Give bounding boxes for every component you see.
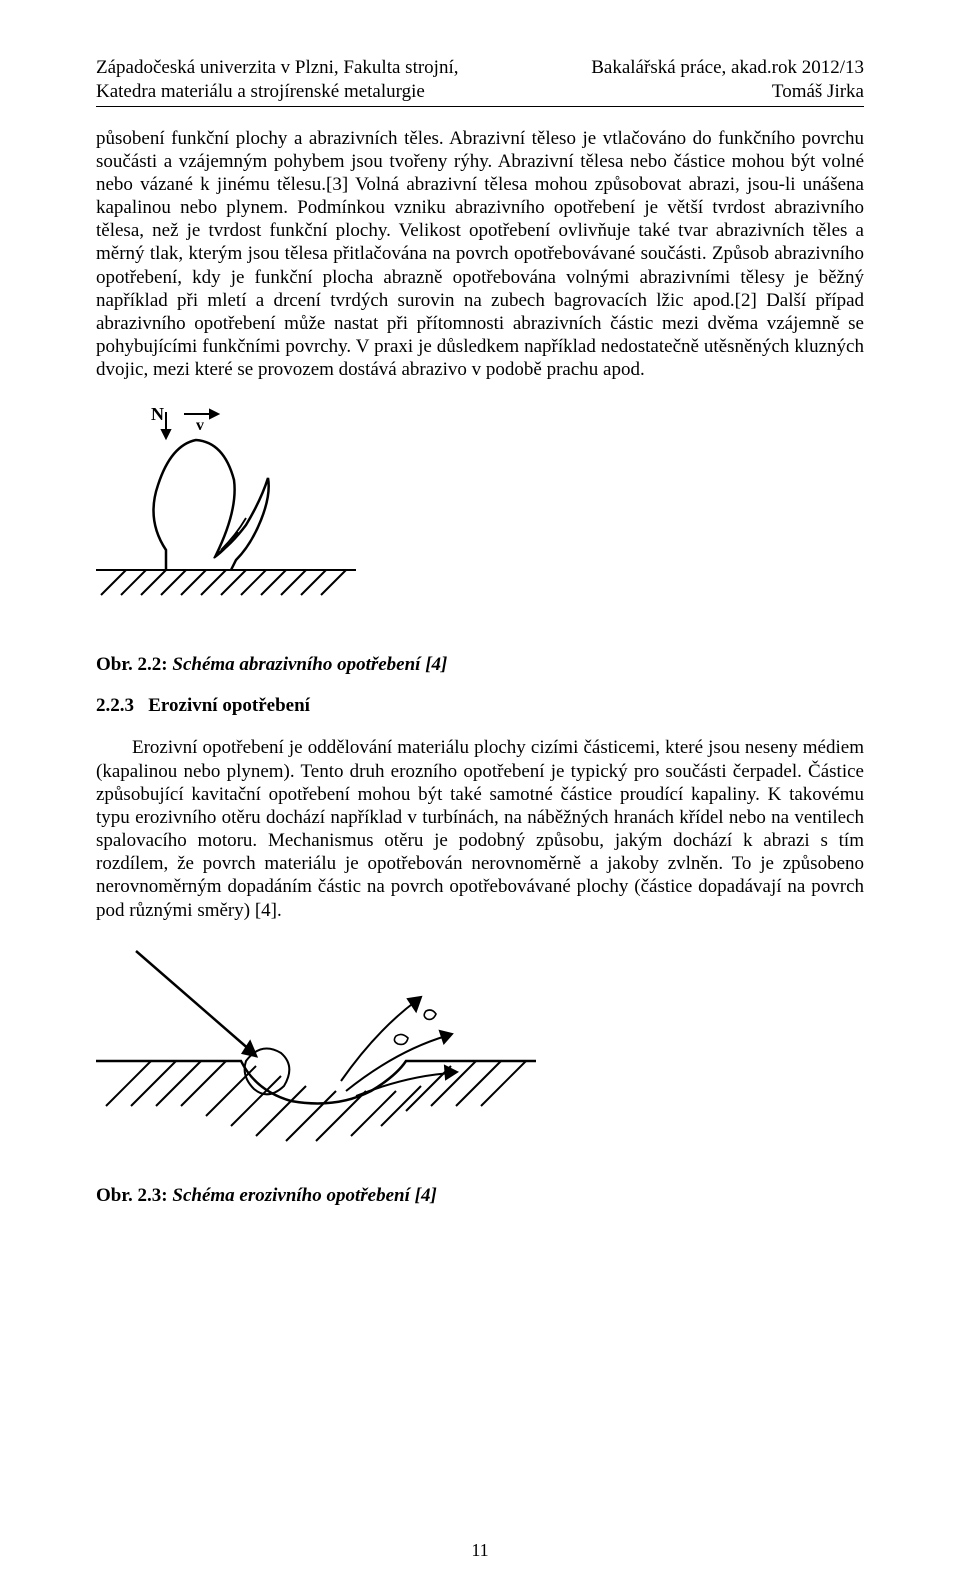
header-row-2: Katedra materiálu a strojírenské metalur… [96,80,864,104]
header-row-1: Západočeská univerzita v Plzni, Fakulta … [96,56,864,80]
page: Západočeská univerzita v Plzni, Fakulta … [0,0,960,1585]
header-right-2: Tomáš Jirka [772,80,864,104]
caption-1-italic: Schéma abrazivního opotřebení [4] [172,654,447,675]
caption-2-prefix: Obr. 2.3: [96,1185,172,1206]
header-right-1: Bakalářská práce, akad.rok 2012/13 [591,56,864,80]
erosive-diagram-icon [96,941,536,1161]
section-title: Erozivní opotřebení [148,695,310,716]
caption-2-italic: Schéma erozivního opotřebení [4] [172,1185,436,1206]
page-number: 11 [0,1540,960,1561]
body-paragraph-2: Erozivní opotřebení je oddělování materi… [96,736,864,921]
section-number: 2.2.3 [96,695,134,716]
label-v: v [196,417,204,434]
caption-1-prefix: Obr. 2.2: [96,654,172,675]
figure-erosive-wear [96,941,864,1161]
header-underline [96,106,864,107]
section-heading: 2.2.3 Erozivní opotřebení [96,695,864,717]
abrasive-diagram-icon: N v [96,400,356,630]
figure-1-caption: Obr. 2.2: Schéma abrazivního opotřebení … [96,654,864,676]
label-N: N [151,404,164,424]
header-left-1: Západočeská univerzita v Plzni, Fakulta … [96,56,458,80]
header-left-2: Katedra materiálu a strojírenské metalur… [96,80,425,104]
body-paragraph-1: působení funkční plochy a abrazivních tě… [96,127,864,382]
figure-abrasive-wear: N v [96,400,864,630]
figure-2-caption: Obr. 2.3: Schéma erozivního opotřebení [… [96,1185,864,1207]
